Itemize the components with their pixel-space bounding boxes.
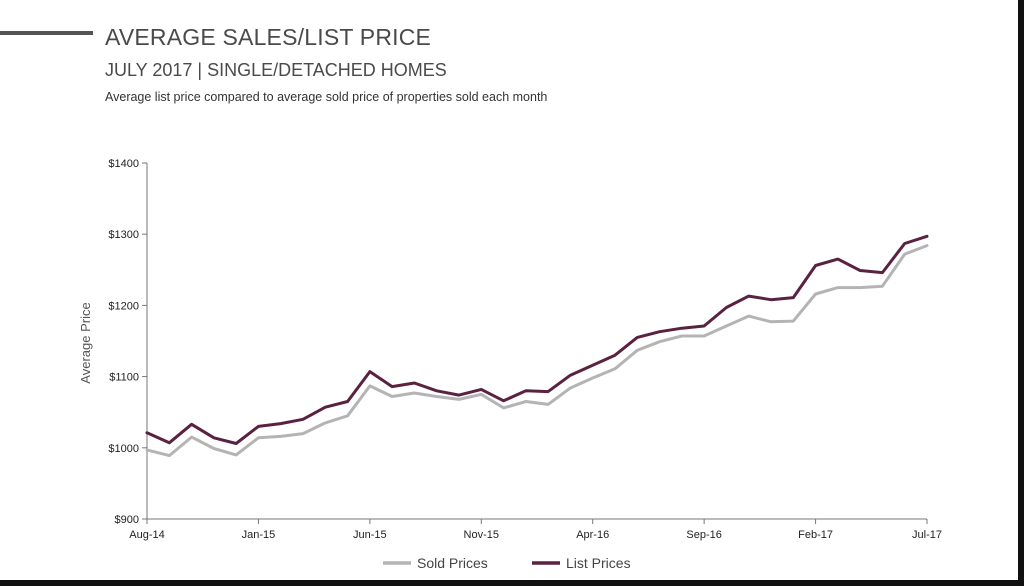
x-tick-label: Aug-14 <box>129 529 164 541</box>
series-line-list-prices <box>145 234 929 445</box>
legend-label: List Prices <box>566 555 631 571</box>
chart-description: Average list price compared to average s… <box>105 90 548 104</box>
accent-bar <box>0 31 93 35</box>
y-tick-label: $1000 <box>108 443 139 455</box>
chart-title: AVERAGE SALES/LIST PRICE <box>105 24 432 50</box>
legend-label: Sold Prices <box>417 555 488 571</box>
x-tick-label: Nov-15 <box>464 529 499 541</box>
y-tick-label: $1300 <box>108 229 139 241</box>
y-tick-label: $900 <box>115 514 139 526</box>
axes: $900 $1000 $1100 $1200 $1300 $1400 Aug-14 Jan-1… <box>78 158 942 541</box>
x-tick-label: Apr-16 <box>576 529 609 541</box>
chart-subtitle: JULY 2017 | SINGLE/DETACHED HOMES <box>105 60 447 80</box>
y-tick-label: $1400 <box>108 158 139 170</box>
y-tick-label: $1200 <box>108 300 139 312</box>
series-lines <box>145 234 929 458</box>
x-tick-label: Jan-15 <box>242 529 276 541</box>
y-tick-label: $1100 <box>109 372 139 384</box>
series-line-sold-prices <box>145 244 929 458</box>
legend: Sold Prices List Prices <box>383 555 631 571</box>
y-axis-title: Average Price <box>78 302 93 383</box>
x-tick-label: Jun-15 <box>353 529 387 541</box>
x-tick-label: Sep-16 <box>686 529 721 541</box>
x-tick-label: Jul-17 <box>912 529 942 541</box>
x-tick-label: Feb-17 <box>798 529 833 541</box>
